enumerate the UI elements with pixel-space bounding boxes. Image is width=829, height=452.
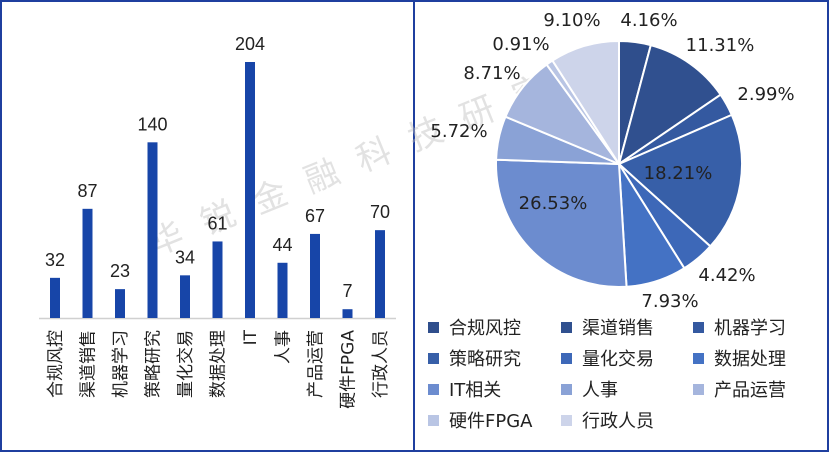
- legend-swatch: [428, 321, 439, 333]
- bar: [50, 277, 60, 318]
- pie-slice: [617, 113, 743, 248]
- legend-swatch: [561, 383, 572, 395]
- legend-label: IT相关: [449, 380, 502, 401]
- legend-swatch: [428, 383, 439, 395]
- legend-swatch: [693, 383, 704, 395]
- x-tick-label: 渠道销售: [79, 330, 99, 398]
- pie-data-label: 4.42%: [698, 265, 755, 286]
- legend-label: 行政人员: [582, 411, 654, 432]
- pie-data-label: 8.71%: [463, 63, 520, 84]
- legend-item: 行政人员: [561, 407, 654, 433]
- legend-item: IT相关: [428, 376, 501, 402]
- legend-label: 策略研究: [449, 349, 521, 370]
- pie-slice: [617, 43, 722, 167]
- legend-swatch: [561, 414, 572, 426]
- pie-slice: [495, 158, 628, 288]
- pie-slice: [551, 39, 620, 168]
- bar-data-label: 7: [342, 281, 352, 301]
- bar: [212, 241, 223, 318]
- x-tick-label: 量化交易: [176, 330, 196, 398]
- bar-data-label: 67: [305, 206, 325, 226]
- bar: [245, 62, 255, 318]
- legend-item: 策略研究: [428, 345, 521, 371]
- bar-data-label: 44: [272, 235, 292, 255]
- x-tick-label: 行政人员: [371, 330, 391, 398]
- legend-swatch: [428, 352, 439, 364]
- legend-item: 机器学习: [693, 314, 786, 340]
- x-tick-label: 产品运营: [306, 330, 326, 398]
- legend-item: 渠道销售: [561, 314, 654, 340]
- pie-data-label: 18.21%: [644, 163, 713, 184]
- x-tick-label: 策略研究: [144, 330, 164, 398]
- legend-label: 量化交易: [582, 349, 654, 370]
- bar-data-label: 23: [110, 261, 130, 281]
- pie-data-label: 4.16%: [620, 10, 677, 31]
- x-tick-label: 硬件FPGA: [339, 330, 359, 409]
- legend-label: 合规风控: [449, 318, 521, 339]
- legend-item: 人事: [561, 376, 618, 402]
- bar-data-label: 61: [207, 213, 227, 233]
- legend-item: 数据处理: [693, 345, 786, 371]
- pie-data-label: 26.53%: [519, 193, 588, 214]
- bar-data-label: 32: [45, 250, 65, 270]
- bar: [147, 142, 158, 318]
- panel-divider: [413, 0, 415, 452]
- bar: [115, 289, 125, 318]
- pie-data-label: 11.31%: [686, 35, 755, 56]
- x-tick-label: 人事: [274, 330, 294, 364]
- bar: [375, 230, 385, 318]
- bar-data-label: 87: [77, 181, 97, 201]
- bar-chart: 32 合规风控 87 渠道销售 23 机器学习 140 策略研究 34 量化交易 61 数据处理 204…: [39, 34, 396, 409]
- bar-data-label: 34: [175, 247, 195, 267]
- bar: [310, 233, 320, 318]
- bar: [82, 208, 93, 318]
- bar-data-label: 70: [370, 202, 390, 222]
- legend-label: 产品运营: [714, 380, 786, 401]
- legend-item: 合规风控: [428, 314, 521, 340]
- legend-label: 数据处理: [714, 349, 786, 370]
- legend-swatch: [693, 321, 704, 333]
- legend-label: 渠道销售: [582, 318, 654, 339]
- x-tick-label: 数据处理: [209, 330, 229, 398]
- pie-data-label: 0.91%: [492, 34, 549, 55]
- pie-data-label: 7.93%: [641, 291, 698, 312]
- pie-data-label: 5.72%: [430, 121, 487, 142]
- legend-item: 硬件FPGA: [428, 407, 532, 433]
- bar-data-label: 140: [137, 114, 167, 134]
- legend-label: 机器学习: [714, 318, 786, 339]
- pie-data-label: 9.10%: [543, 10, 600, 31]
- legend-label: 人事: [582, 380, 618, 401]
- legend-swatch: [428, 414, 439, 426]
- legend-item: 产品运营: [693, 376, 786, 402]
- bar: [180, 275, 190, 318]
- bar: [277, 262, 288, 318]
- bar-data-label: 204: [235, 34, 265, 54]
- legend-label: 硬件FPGA: [449, 411, 533, 432]
- x-tick-label: 机器学习: [111, 330, 131, 398]
- legend-swatch: [561, 321, 572, 333]
- legend-swatch: [693, 352, 704, 364]
- pie-data-label: 2.99%: [737, 84, 794, 105]
- legend-item: 量化交易: [561, 345, 654, 371]
- x-tick-label: 合规风控: [46, 330, 66, 398]
- legend-swatch: [561, 352, 572, 364]
- x-tick-label: IT: [241, 329, 261, 345]
- bar: [342, 309, 353, 318]
